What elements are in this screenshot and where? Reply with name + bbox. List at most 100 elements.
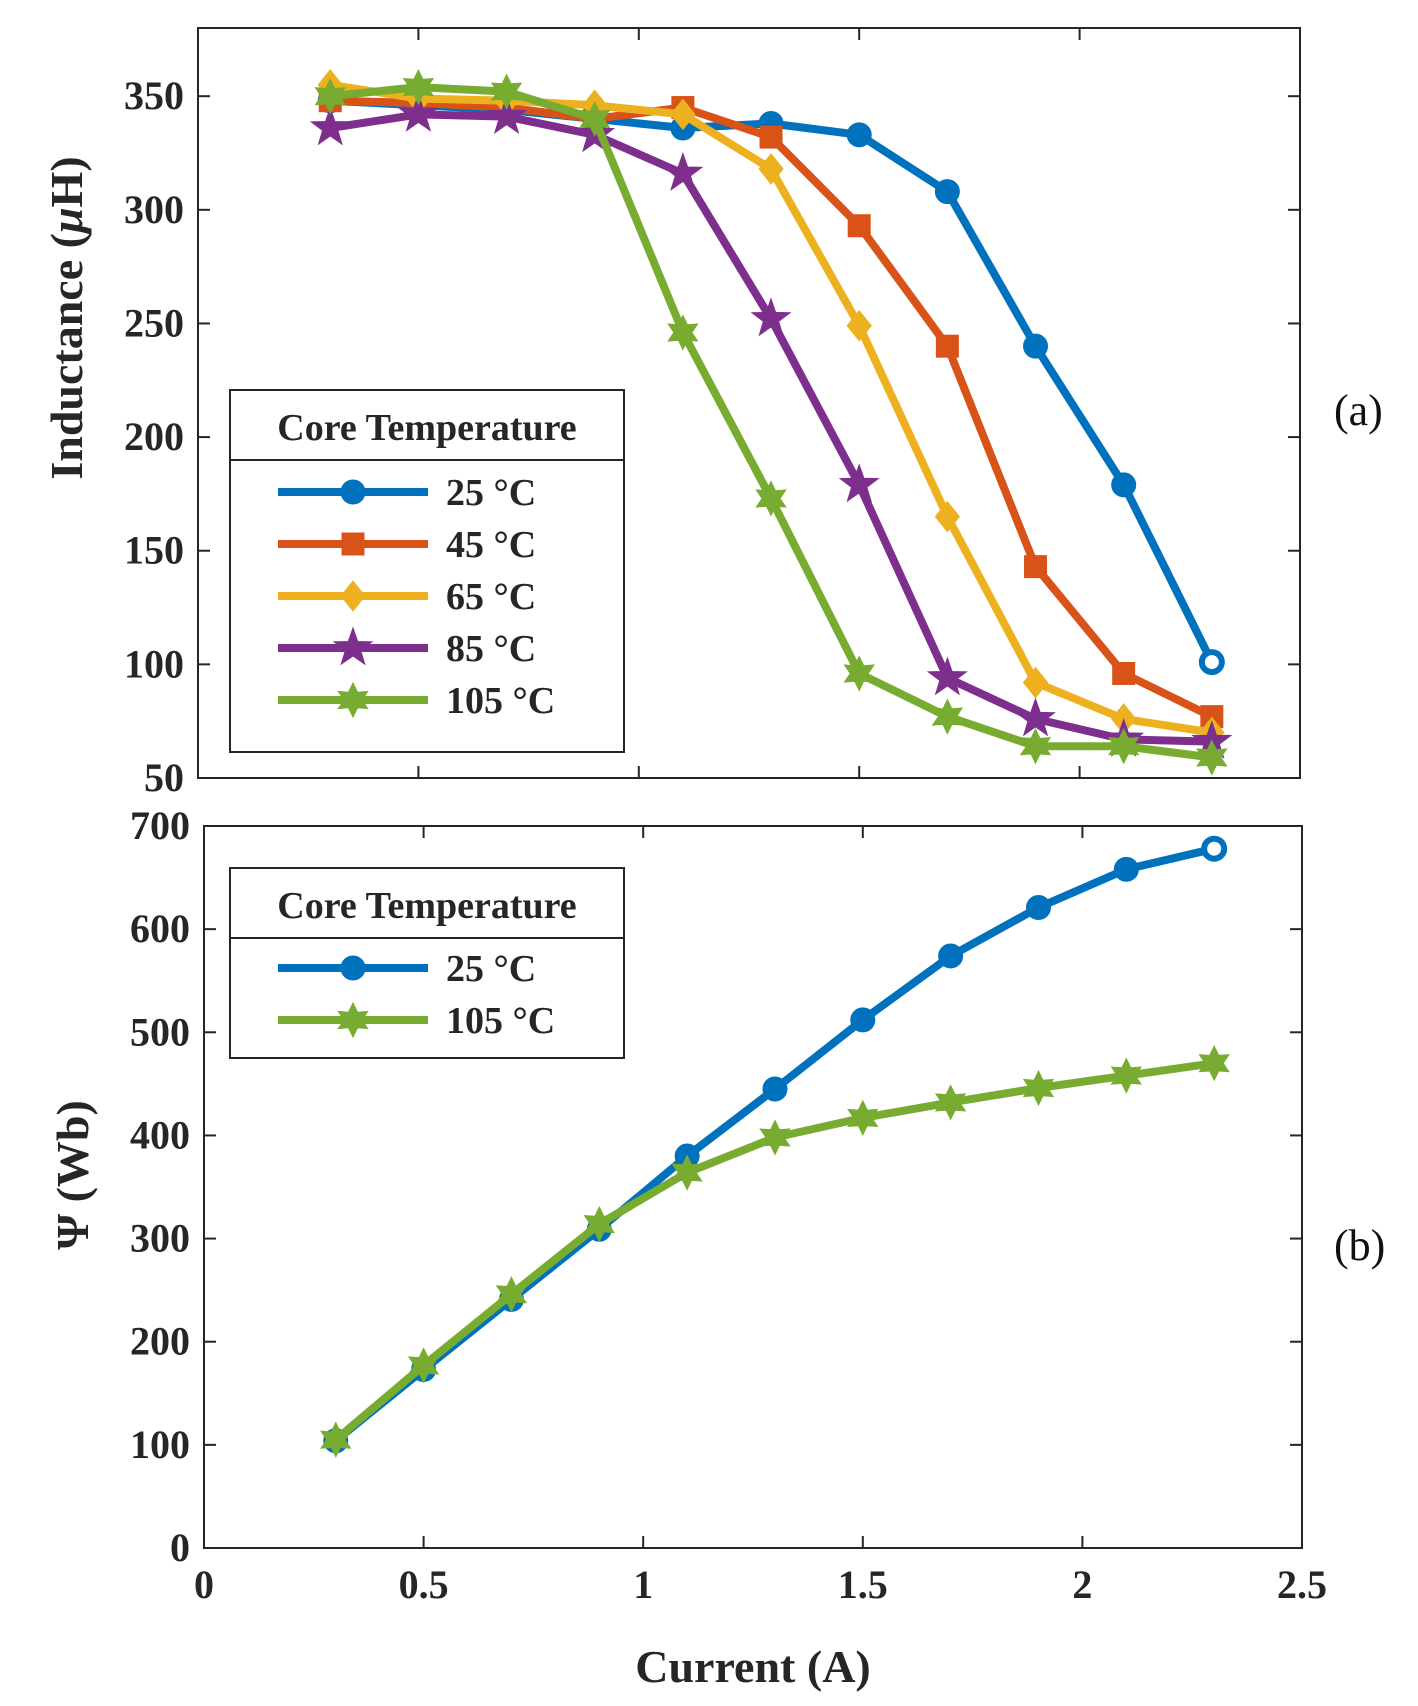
panel-a-point-105-c-4 — [667, 314, 699, 351]
panel-a-point-45-c-6 — [847, 214, 871, 238]
panel-b-ytick-label-5: 500 — [130, 1009, 190, 1054]
panel-a-legend-items: 25 °C 45 °C 65 °C 85 °C 105 °C — [278, 472, 555, 722]
panel-b-point-25-c-9 — [1113, 856, 1139, 882]
panel-b-ytick-label-2: 200 — [130, 1319, 190, 1364]
panel-a-point-25-c-9 — [1111, 472, 1137, 498]
panel-a-legend-item-105-c: 105 °C — [278, 680, 555, 722]
panel-b-point-105-c-7 — [934, 1084, 967, 1121]
panel-a-series-105-c — [314, 68, 1228, 776]
panel-a-legend-item-25-c: 25 °C — [278, 472, 536, 514]
panel-a-legend-label-45-c: 45 °C — [446, 524, 536, 566]
panel-a-point-85-c-5 — [750, 297, 792, 337]
panel-a-point-105-c-7 — [931, 698, 964, 735]
panel-a-legend-title: Core Temperature — [277, 407, 576, 449]
panel-b-y-axis-label: Ψ (Wb) — [47, 1100, 98, 1250]
panel-a-point-45-c-7 — [935, 334, 959, 358]
panel-a-point-105-c-0 — [314, 78, 346, 115]
panel-a-y-axis-label-mu: μ — [41, 207, 92, 235]
panel-b-xtick-label-1: 0.5 — [399, 1562, 449, 1607]
panel-a-legend-item-65-c: 65 °C — [278, 576, 536, 618]
panel-a-point-105-c-3 — [579, 100, 611, 138]
panel-a-point-45-c-9 — [1112, 661, 1136, 685]
panel-b-legend-marker-105-c — [337, 1001, 369, 1039]
panel-b-xtick-label-5: 2.5 — [1277, 1562, 1327, 1607]
panel-a-ytick-label-1: 100 — [124, 641, 184, 686]
panel-a-point-105-c-8 — [1019, 728, 1052, 765]
panel-b-point-105-c-2 — [495, 1276, 528, 1313]
panel-b-legend-label-105-c: 105 °C — [446, 1000, 555, 1042]
panel-a-legend-marker-65-c — [340, 580, 366, 612]
panel-a-point-105-c-5 — [755, 480, 787, 517]
panel-a-point-105-c-6 — [843, 655, 875, 692]
panel-b-point-25-c-6 — [850, 1007, 876, 1033]
panel-a-ytick-label-5: 300 — [124, 187, 184, 232]
panel-b-ytick-label-7: 700 — [130, 803, 190, 848]
panel-a-point-65-c-7 — [934, 500, 961, 533]
panel-b-point-105-c-8 — [1022, 1069, 1055, 1107]
panel-b-point-105-c-4 — [671, 1154, 703, 1191]
panel-a-point-45-c-8 — [1024, 555, 1048, 579]
panel-b-point-105-c-10 — [1198, 1045, 1230, 1082]
panel-b-ytick-label-0: 0 — [170, 1525, 190, 1570]
panel-a-y-axis-label-part-1: Inductance ( — [41, 233, 92, 480]
panel-b-label: (b) — [1334, 1221, 1385, 1270]
panel-a-point-105-c-2 — [490, 73, 523, 110]
panel-a-point-85-c-7 — [926, 656, 968, 696]
panel-a-ytick-label-2: 150 — [124, 528, 184, 573]
panel-a-legend-label-85-c: 85 °C — [446, 628, 536, 670]
panel-b-xtick-label-3: 1.5 — [838, 1562, 888, 1607]
panel-a-legend-marker-45-c — [341, 532, 365, 556]
panel-b-point-105-c-1 — [407, 1347, 440, 1384]
panel-a-point-65-c-5 — [758, 153, 784, 185]
panel-a-point-105-c-10 — [1196, 739, 1228, 776]
panel-a-point-85-c-4 — [662, 151, 704, 191]
panel-b-legend-items: 25 °C 105 °C — [278, 948, 555, 1042]
panel-b-axis-ticks: 0 100 200 300 400 500 600 700 0 0.5 1 1.5 2 2.5 — [130, 803, 1327, 1607]
panel-a-legend-box — [229, 389, 625, 753]
panel-b-legend-item-25-c: 25 °C — [278, 948, 536, 990]
panel-a-ytick-label-4: 250 — [124, 300, 184, 345]
panel-a-point-25-c-7 — [934, 179, 960, 205]
panel-b-point-105-c-3 — [583, 1205, 615, 1243]
panel-b-point-25-c-8 — [1025, 894, 1051, 920]
panel-a-point-85-c-6 — [838, 463, 880, 503]
panel-b-legend-box — [229, 867, 625, 1059]
panel-a-y-axis-label: Inductance (μH) — [41, 156, 92, 479]
panel-a-legend-marker-25-c — [340, 479, 366, 505]
panel-b-point-105-c-5 — [759, 1119, 791, 1156]
panel-a-legend-marker-85-c — [332, 626, 374, 666]
panel-a-point-105-c-9 — [1108, 728, 1140, 765]
panel-a-inductance-chart: 50 100 150 200 250 300 350 Inductance (μH) Cor… — [41, 27, 1301, 800]
panel-b-point-105-c-0 — [320, 1421, 352, 1458]
panel-b-xtick-label-4: 2 — [1072, 1562, 1092, 1607]
panel-b-x-axis-label: Current (A) — [635, 1641, 870, 1692]
panel-b-ytick-label-1: 100 — [130, 1422, 190, 1467]
panel-a-point-65-c-6 — [846, 309, 872, 342]
panel-a-legend-label-65-c: 65 °C — [446, 576, 536, 618]
panel-b-ytick-label-3: 300 — [130, 1216, 190, 1261]
panel-a-legend: Core Temperature 25 °C 45 °C 65 °C 85 °C 105… — [229, 389, 625, 753]
panel-b-xtick-label-0: 0 — [194, 1562, 214, 1607]
panel-b-ytick-label-6: 600 — [130, 906, 190, 951]
panel-b-series-105-c — [320, 1045, 1230, 1458]
panel-a-ytick-label-6: 350 — [124, 73, 184, 118]
panel-a-axis-ticks: 50 100 150 200 250 300 350 — [124, 28, 1301, 800]
panel-a-ytick-label-3: 200 — [124, 414, 184, 459]
panel-a-point-85-c-1 — [397, 92, 439, 132]
panel-b-ytick-label-4: 400 — [130, 1112, 190, 1157]
panel-b-series-group — [320, 835, 1230, 1458]
panel-a-point-85-c-2 — [486, 95, 528, 135]
panel-b-xtick-label-2: 1 — [633, 1562, 653, 1607]
panel-a-point-25-c-8 — [1023, 333, 1049, 359]
panel-b-point-25-c-7 — [938, 943, 964, 969]
panel-b-point-105-c-6 — [847, 1099, 879, 1137]
panel-a-y-axis-label-part-2: H) — [41, 156, 92, 207]
panel-a-point-25-c-10 — [1198, 649, 1225, 676]
panel-a-point-85-c-0 — [309, 106, 351, 146]
panel-a-legend-item-45-c: 45 °C — [278, 524, 536, 566]
panel-a-point-65-c-4 — [670, 98, 696, 131]
panel-b-legend: Core Temperature 25 °C 105 °C — [229, 867, 625, 1059]
panel-b-legend-title: Core Temperature — [277, 885, 576, 927]
panel-a-point-45-c-5 — [759, 125, 783, 149]
